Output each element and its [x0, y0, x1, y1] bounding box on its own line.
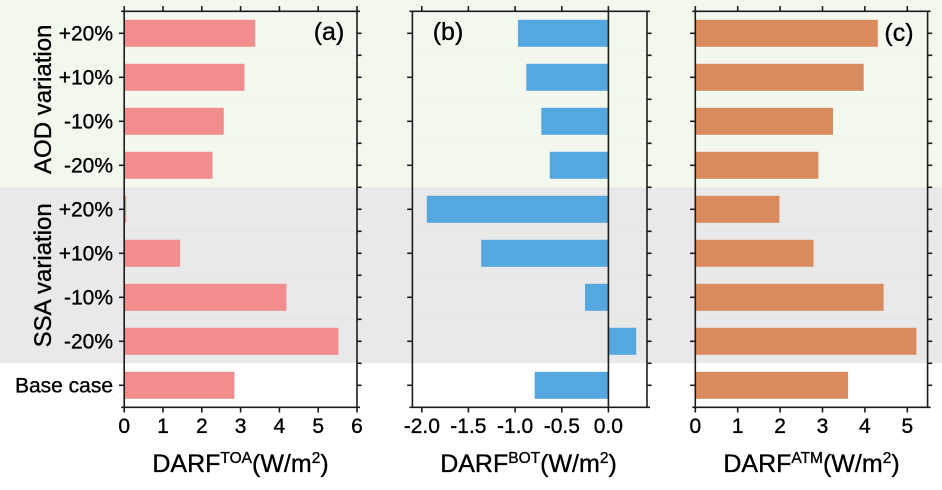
svg-text:2: 2	[774, 415, 786, 438]
svg-text:(c): (c)	[884, 19, 913, 47]
svg-text:3: 3	[235, 415, 247, 438]
svg-text:Base case: Base case	[15, 375, 113, 398]
svg-text:-0.5: -0.5	[544, 415, 580, 438]
svg-text:5: 5	[901, 415, 913, 438]
svg-text:+20%: +20%	[59, 199, 113, 222]
svg-text:(b): (b)	[433, 18, 464, 46]
svg-text:3: 3	[817, 415, 829, 438]
svg-text:1: 1	[732, 415, 744, 438]
svg-text:6: 6	[351, 415, 363, 438]
svg-text:-2.0: -2.0	[404, 415, 440, 438]
svg-text:(a): (a)	[314, 18, 345, 46]
svg-text:-1.0: -1.0	[497, 415, 533, 438]
svg-text:1: 1	[157, 415, 169, 438]
svg-text:AOD variation: AOD variation	[30, 25, 57, 174]
svg-text:+10%: +10%	[59, 243, 113, 266]
svg-text:-10%: -10%	[64, 287, 113, 310]
svg-text:-20%: -20%	[64, 155, 113, 178]
svg-text:SSA variation: SSA variation	[30, 203, 57, 347]
svg-text:4: 4	[859, 415, 871, 438]
svg-text:-20%: -20%	[64, 331, 113, 354]
svg-text:-1.5: -1.5	[450, 415, 486, 438]
svg-text:0.0: 0.0	[594, 415, 623, 438]
svg-text:5: 5	[312, 415, 324, 438]
svg-text:-10%: -10%	[64, 111, 113, 134]
svg-text:0: 0	[689, 415, 701, 438]
svg-text:+10%: +10%	[59, 67, 113, 90]
svg-text:4: 4	[274, 415, 286, 438]
svg-text:+20%: +20%	[59, 23, 113, 46]
svg-text:0: 0	[118, 415, 130, 438]
svg-text:2: 2	[196, 415, 208, 438]
